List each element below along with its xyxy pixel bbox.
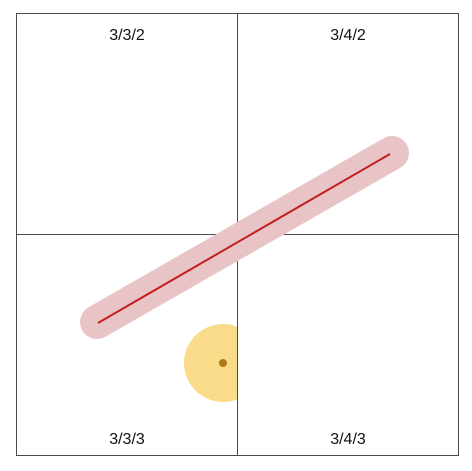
tile-label: 3/3/3	[109, 431, 145, 448]
tile-3-4-3: 3/4/3	[237, 234, 459, 456]
route-line[interactable]	[97, 153, 391, 324]
tile-3-4-2: 3/4/2	[237, 13, 459, 235]
tile-label: 3/4/2	[330, 27, 366, 44]
tile-label: 3/4/3	[330, 431, 366, 448]
point-marker[interactable]	[219, 359, 227, 367]
point-buffer	[184, 324, 237, 402]
tile-label: 3/3/2	[109, 27, 145, 44]
tile-3-3-2: 3/3/2	[16, 13, 238, 235]
